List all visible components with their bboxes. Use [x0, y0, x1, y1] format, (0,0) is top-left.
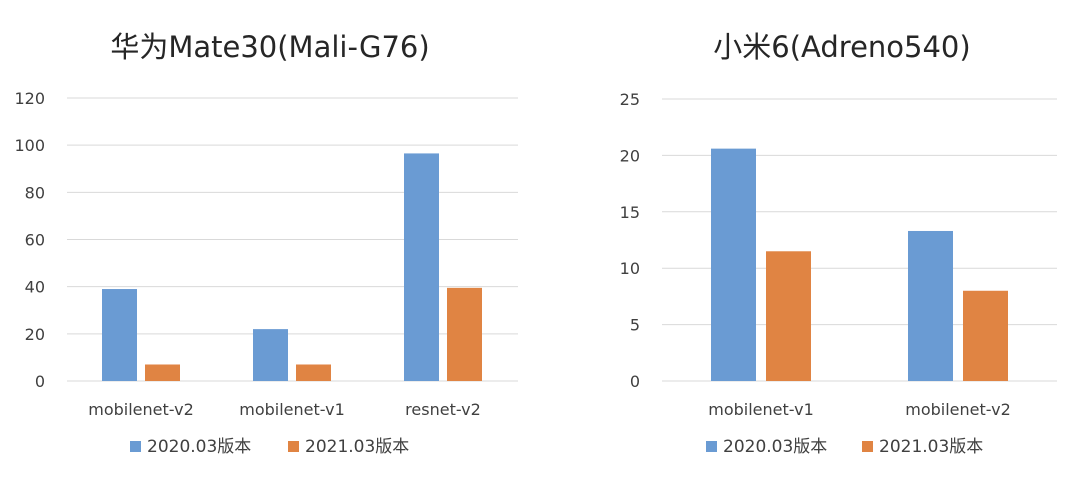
y-tick-label: 0: [630, 372, 640, 391]
bar-resnet-v2-2020.03版本: [404, 153, 439, 381]
x-category-label: mobilenet-v2: [905, 400, 1011, 419]
legend-swatch: [288, 441, 299, 452]
legend-label: 2020.03版本: [723, 437, 827, 457]
y-tick-label: 120: [14, 89, 45, 108]
x-category-label: mobilenet-v1: [239, 400, 345, 419]
y-tick-label: 0: [35, 372, 45, 391]
bar-mobilenet-v2-2020.03版本: [102, 289, 137, 381]
x-category-label: mobilenet-v1: [708, 400, 814, 419]
bar-mobilenet-v2-2021.03版本: [963, 290, 1008, 381]
bar-mobilenet-v1-2021.03版本: [766, 251, 811, 381]
bar-mobilenet-v2-2021.03版本: [145, 364, 180, 381]
bar-mobilenet-v1-2021.03版本: [296, 364, 331, 381]
x-category-label: resnet-v2: [405, 400, 481, 419]
y-tick-label: 80: [25, 183, 45, 202]
legend-label: 2021.03版本: [879, 437, 983, 457]
y-tick-label: 15: [620, 203, 640, 222]
y-tick-label: 100: [14, 136, 45, 155]
bar-mobilenet-v1-2020.03版本: [253, 329, 288, 381]
y-tick-label: 40: [25, 278, 45, 297]
y-tick-label: 20: [25, 325, 45, 344]
y-tick-label: 10: [620, 259, 640, 278]
y-tick-label: 25: [620, 90, 640, 109]
y-tick-label: 5: [630, 316, 640, 335]
bar-mobilenet-v1-2020.03版本: [711, 148, 756, 381]
legend-swatch: [130, 441, 141, 452]
bar-resnet-v2-2021.03版本: [447, 287, 482, 381]
x-category-label: mobilenet-v2: [88, 400, 194, 419]
bar-mobilenet-v2-2020.03版本: [908, 230, 953, 381]
chart-title: 华为Mate30(Mali-G76): [110, 30, 429, 64]
y-tick-label: 60: [25, 231, 45, 250]
legend-label: 2021.03版本: [305, 437, 409, 457]
legend-label: 2020.03版本: [147, 437, 251, 457]
chart-title: 小米6(Adreno540): [713, 30, 970, 64]
legend-swatch: [862, 441, 873, 452]
legend-swatch: [706, 441, 717, 452]
y-tick-label: 20: [620, 146, 640, 165]
